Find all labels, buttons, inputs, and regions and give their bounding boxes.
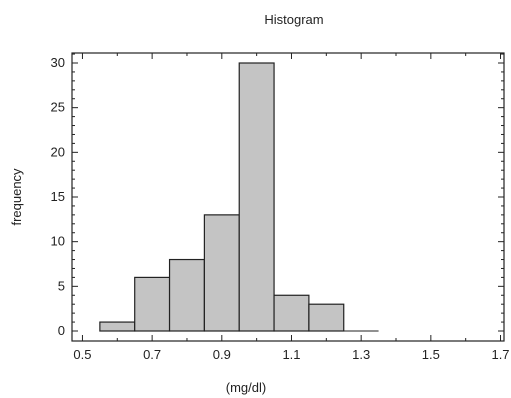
y-tick-label: 10 <box>51 234 65 249</box>
histogram-bar <box>308 303 345 332</box>
histogram-bar <box>134 276 171 332</box>
chart-title: Histogram <box>264 12 323 27</box>
histogram-bar <box>273 294 310 332</box>
y-tick-label: 15 <box>51 189 65 204</box>
bars-layer <box>99 62 379 332</box>
y-tick-label: 0 <box>58 323 65 338</box>
x-tick-label: 1.3 <box>352 347 370 362</box>
histogram-bar <box>168 258 205 332</box>
histogram-bar <box>203 214 240 332</box>
y-tick-label: 20 <box>51 144 65 159</box>
histogram-bar <box>99 321 136 332</box>
x-tick-label: 1.5 <box>422 347 440 362</box>
x-tick-label: 0.5 <box>73 347 91 362</box>
x-axis-label: (mg/dl) <box>226 380 266 395</box>
y-axis-label: frequency <box>9 168 24 226</box>
y-tick-label: 25 <box>51 100 65 115</box>
x-tick-label: 1.1 <box>282 347 300 362</box>
x-tick-label: 0.7 <box>143 347 161 362</box>
histogram-bar <box>238 62 275 332</box>
y-tick-label: 30 <box>51 55 65 70</box>
x-tick-label: 0.9 <box>213 347 231 362</box>
ticks-layer: 0 5 10 15 20 25 30 0.5 0.7 0.9 1.1 1.3 1.5 1.7 <box>51 53 510 362</box>
x-tick-label: 1.7 <box>491 347 509 362</box>
y-tick-label: 5 <box>58 278 65 293</box>
